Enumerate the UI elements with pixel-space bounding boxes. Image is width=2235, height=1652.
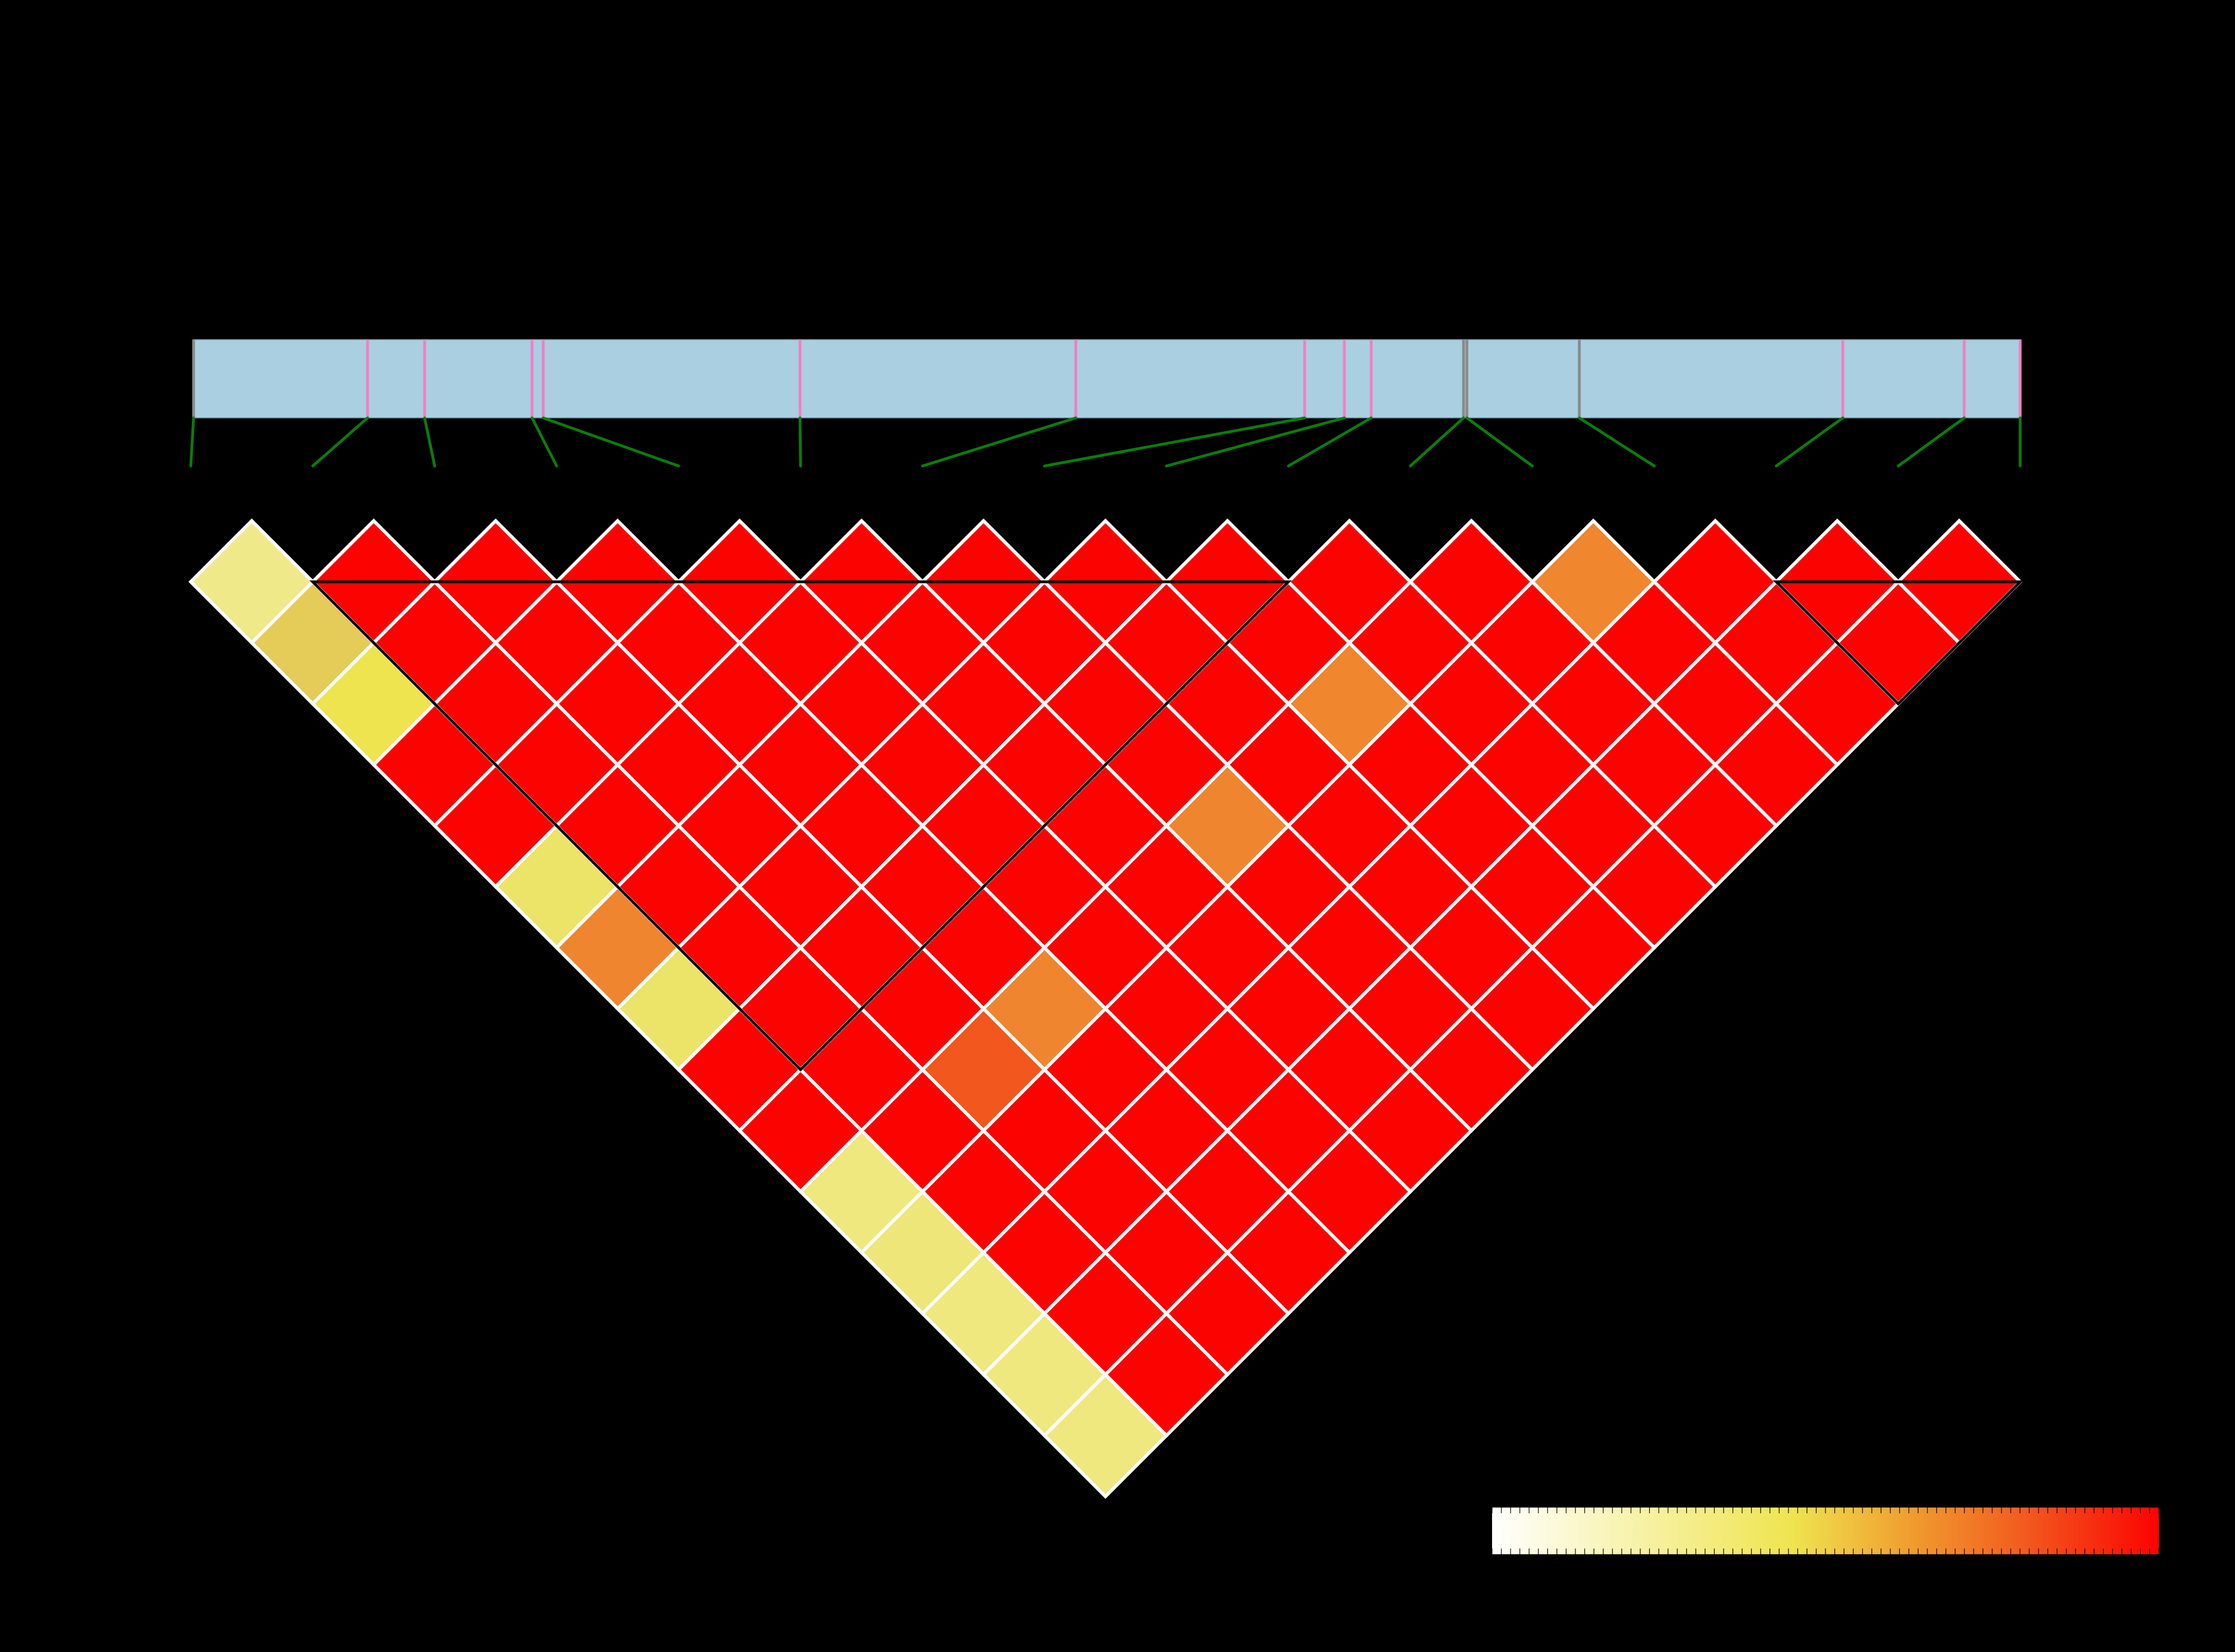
- color-key-gradient-bar: [1492, 1507, 2159, 1555]
- haplotype-block-outline-2: [1772, 580, 2024, 706]
- snp-connector-line-8: [1043, 416, 1306, 468]
- snp-connector-line-12: [1465, 416, 1534, 468]
- snp-connector-line-15: [1897, 416, 1966, 468]
- snp-connector-line-6: [798, 416, 802, 468]
- snp-connector-line-5: [542, 416, 680, 468]
- snp-connector-line-9: [1165, 416, 1346, 468]
- genomic-region-bar: [193, 339, 2021, 418]
- snp-connector-line-13: [1578, 416, 1656, 468]
- snp-connector-line-11: [1409, 416, 1465, 468]
- snp-connector-line-4: [530, 416, 558, 468]
- snp-connector-line-3: [423, 416, 436, 468]
- snp-connector-line-10: [1287, 416, 1373, 468]
- snp-connector-line-7: [921, 416, 1077, 468]
- snp-connector-line-2: [311, 416, 369, 468]
- snp-connector-line-1: [189, 416, 195, 468]
- snp-connector-line-14: [1775, 416, 1845, 468]
- haplotype-block-outline-1: [309, 580, 1292, 1072]
